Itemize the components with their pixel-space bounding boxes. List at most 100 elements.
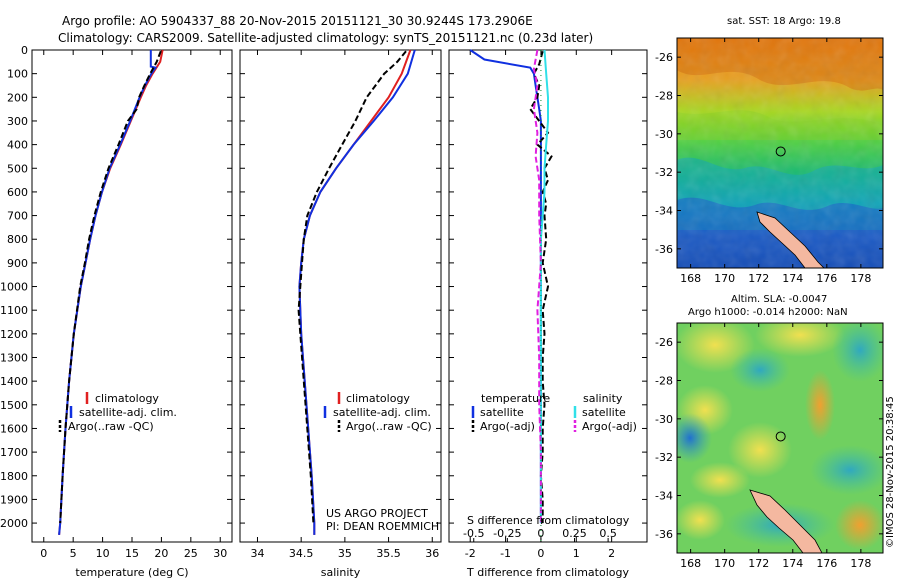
argo-position-marker bbox=[775, 146, 786, 157]
legend-label-climatology: climatology bbox=[95, 392, 159, 405]
y-tick-label: 1800 bbox=[0, 470, 28, 483]
y-tick-label: 900 bbox=[7, 257, 28, 270]
y-tick-label: 1600 bbox=[0, 422, 28, 435]
y-tick-label: 0 bbox=[21, 44, 28, 57]
x-axis-label: salinity bbox=[321, 566, 361, 579]
y-tick-label: 100 bbox=[7, 68, 28, 81]
legend-label-temp-satellite: satellite bbox=[480, 406, 524, 419]
y-tick-label: 1200 bbox=[0, 328, 28, 341]
map-x-tick-label: 168 bbox=[680, 557, 701, 570]
x-axis-label: T difference from climatology bbox=[466, 566, 629, 579]
y-tick-label: 600 bbox=[7, 186, 28, 199]
legend-title-temperature: temperature bbox=[481, 392, 550, 405]
x-tick-label: 10 bbox=[96, 547, 110, 560]
x-tick-label: -1 bbox=[500, 547, 511, 560]
y-tick-label: 800 bbox=[7, 233, 28, 246]
sla-map-title: Altim. SLA: -0.0047 bbox=[731, 294, 827, 305]
x-tick-label: 5 bbox=[70, 547, 77, 560]
y-tick-label: 1300 bbox=[0, 352, 28, 365]
map-x-tick-label: 174 bbox=[782, 557, 803, 570]
legend-label-climatology: climatology bbox=[346, 392, 410, 405]
series-line-satellite-adj-clim- bbox=[58, 50, 158, 535]
y-tick-label: 200 bbox=[7, 91, 28, 104]
legend-title-salinity: salinity bbox=[583, 392, 623, 405]
y-tick-label: 1700 bbox=[0, 446, 28, 459]
map-y-tick-label: -34 bbox=[655, 205, 673, 218]
credit-label: ©IMOS 28-Nov-2015 20:38:45 bbox=[885, 396, 896, 548]
y-tick-label: 1400 bbox=[0, 375, 28, 388]
x-tick-label: 0 bbox=[40, 547, 47, 560]
y-tick-label: 300 bbox=[7, 115, 28, 128]
x-tick-label: 35.5 bbox=[376, 547, 401, 560]
x-axis-label: temperature (deg C) bbox=[75, 566, 188, 579]
s-tick-label: 0.25 bbox=[562, 527, 587, 540]
legend-label-satellite: satellite-adj. clim. bbox=[333, 406, 431, 419]
map-x-tick-label: 174 bbox=[782, 272, 803, 285]
map-x-tick-label: 178 bbox=[850, 272, 871, 285]
x-tick-label: 34 bbox=[250, 547, 264, 560]
map-y-tick-label: -32 bbox=[655, 166, 673, 179]
s-tick-label: 0.5 bbox=[599, 527, 617, 540]
land-outline bbox=[756, 211, 825, 268]
difference-legend: temperature salinity satellite Argo(-adj… bbox=[467, 392, 637, 527]
sst-map-axes: 168 170 172 174 176 178 -26 -28 -30 -32 -34 -36 bbox=[655, 38, 883, 285]
s-difference-label: S difference from climatology bbox=[467, 514, 630, 527]
series-line-temperature-satellite bbox=[469, 49, 542, 524]
sla-map-axes: 168 170 172 174 176 178 -26 -28 -30 -32 -34 -36 bbox=[655, 323, 883, 570]
map-y-tick-label: -28 bbox=[655, 375, 673, 388]
series-line-climatology bbox=[298, 49, 412, 535]
pi-label: PI: DEAN ROEMMICH bbox=[326, 520, 439, 533]
y-tick-label: 1100 bbox=[0, 304, 28, 317]
x-tick-label: 15 bbox=[125, 547, 139, 560]
project-label: US ARGO PROJECT bbox=[326, 507, 428, 520]
map-x-tick-label: 176 bbox=[816, 272, 837, 285]
series-line-argo-raw-qc- bbox=[297, 50, 407, 524]
legend-label-satellite: satellite-adj. clim. bbox=[79, 406, 177, 419]
x-tick-label: 2 bbox=[608, 547, 615, 560]
salinity-panel: 34 34.5 35 35.5 36 salinity bbox=[239, 49, 442, 579]
map-y-tick-label: -28 bbox=[655, 90, 673, 103]
figure-title-line1: Argo profile: AO 5904337_88 20-Nov-2015 … bbox=[62, 14, 533, 28]
legend-label-sal-satellite: satellite bbox=[582, 406, 626, 419]
s-tick-label: -0.5 bbox=[463, 527, 484, 540]
x-tick-label: 30 bbox=[213, 547, 227, 560]
series-line-argo-raw-qc- bbox=[59, 50, 162, 524]
map-x-tick-label: 172 bbox=[748, 557, 769, 570]
y-tick-label: 500 bbox=[7, 162, 28, 175]
y-tick-label: 400 bbox=[7, 139, 28, 152]
legend-label-argo: Argo(..raw -QC) bbox=[346, 420, 432, 433]
x-tick-label: 34.5 bbox=[289, 547, 314, 560]
s-tick-label: 0 bbox=[537, 527, 544, 540]
y-tick-label: 700 bbox=[7, 210, 28, 223]
map-x-tick-label: 178 bbox=[850, 557, 871, 570]
plot-frame bbox=[31, 49, 233, 543]
map-y-tick-label: -30 bbox=[655, 128, 673, 141]
plot-frame bbox=[239, 49, 442, 543]
map-y-tick-label: -26 bbox=[655, 336, 673, 349]
temperature-panel: 0 5 10 15 20 25 300100200300400500600700800900… bbox=[0, 44, 233, 579]
argo-position-marker bbox=[775, 431, 786, 442]
legend-label-argo: Argo(..raw -QC) bbox=[68, 420, 154, 433]
map-x-tick-label: 170 bbox=[714, 272, 735, 285]
sla-map-subtitle: Argo h1000: -0.014 h2000: NaN bbox=[688, 307, 848, 318]
series-line-satellite-adj-clim- bbox=[298, 49, 416, 535]
s-tick-label: -0.25 bbox=[493, 527, 521, 540]
map-y-tick-label: -32 bbox=[655, 451, 673, 464]
y-tick-label: 1500 bbox=[0, 399, 28, 412]
sla-map: Altim. SLA: -0.0047 Argo h1000: -0.014 h… bbox=[655, 294, 884, 570]
map-y-tick-label: -36 bbox=[655, 243, 673, 256]
map-y-tick-label: -26 bbox=[655, 51, 673, 64]
x-tick-label: 25 bbox=[184, 547, 198, 560]
y-tick-label: 1000 bbox=[0, 281, 28, 294]
map-x-tick-label: 170 bbox=[714, 557, 735, 570]
x-tick-label: 0 bbox=[537, 547, 544, 560]
plot-frame bbox=[448, 49, 648, 543]
y-tick-label: 2000 bbox=[0, 517, 28, 530]
series-line-salinity-satellite bbox=[539, 49, 549, 524]
series-line-climatology bbox=[58, 49, 164, 535]
map-x-tick-label: 168 bbox=[680, 272, 701, 285]
map-y-tick-label: -36 bbox=[655, 528, 673, 541]
map-x-tick-label: 176 bbox=[816, 557, 837, 570]
temperature-legend: climatology satellite-adj. clim. Argo(..… bbox=[58, 392, 177, 433]
